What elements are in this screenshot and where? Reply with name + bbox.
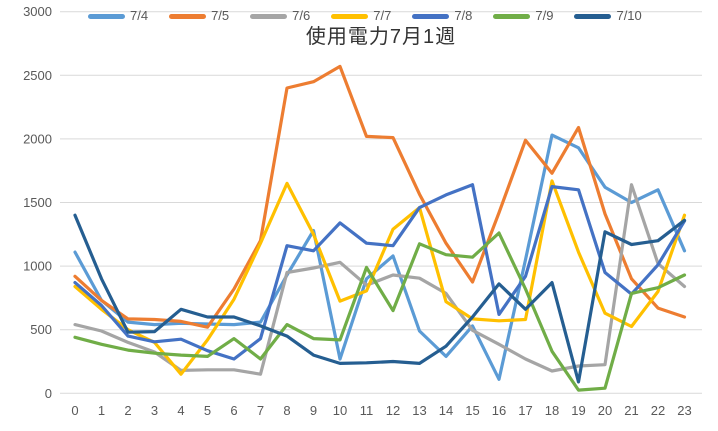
x-tick-label: 20	[598, 403, 612, 418]
series-line-7/8	[73, 183, 687, 361]
legend-swatch-icon	[331, 13, 369, 19]
x-tick-label: 16	[492, 403, 506, 418]
x-tick-label: 0	[71, 403, 78, 418]
x-tick-label: 18	[545, 403, 559, 418]
x-tick-label: 5	[204, 403, 211, 418]
y-axis-labels: 0 500 1000 1500 2000 2500 3000	[23, 4, 52, 401]
x-tick-label: 17	[518, 403, 532, 418]
y-tick-label: 1500	[23, 195, 52, 210]
chart-legend: 7/4 7/5 7/6 7/7 7/8 7/9 7/10	[88, 8, 663, 24]
legend-label: 7/5	[211, 8, 230, 23]
x-tick-label: 15	[465, 403, 479, 418]
x-tick-label: 6	[230, 403, 237, 418]
legend-label: 7/10	[616, 8, 642, 23]
x-tick-label: 4	[177, 403, 184, 418]
legend-label: 7/7	[373, 8, 392, 23]
legend-item-7/6: 7/6	[250, 8, 310, 24]
legend-label: 7/4	[130, 8, 149, 23]
legend-label: 7/8	[454, 8, 473, 23]
legend-item-7/9: 7/9	[493, 8, 553, 24]
x-tick-label: 13	[412, 403, 426, 418]
y-tick-label: 500	[30, 322, 52, 337]
x-tick-label: 10	[333, 403, 347, 418]
x-tick-label: 22	[651, 403, 665, 418]
x-tick-label: 19	[571, 403, 585, 418]
series-line-7/6	[73, 183, 687, 376]
y-tick-label: 2000	[23, 131, 52, 146]
x-tick-label: 3	[151, 403, 158, 418]
series-line-7/7	[73, 179, 687, 376]
legend-swatch-icon	[493, 13, 531, 19]
series-line-7/5	[73, 64, 687, 329]
series-line-7/10	[73, 213, 687, 384]
series-line-7/9	[73, 231, 687, 392]
x-tick-label: 8	[283, 403, 290, 418]
x-tick-label: 1	[98, 403, 105, 418]
x-tick-label: 7	[257, 403, 264, 418]
legend-swatch-icon	[574, 13, 612, 19]
legend-swatch-icon	[412, 13, 450, 19]
legend-label: 7/6	[292, 8, 311, 23]
x-axis-labels: 0 1 2 3 4 5 6 7 8 9 10 11 12 13 14 15 16 17 18 19 20 21 22 23	[71, 403, 691, 418]
legend-item-7/10: 7/10	[574, 8, 642, 24]
y-tick-label: 3000	[23, 4, 52, 19]
legend-item-7/8: 7/8	[412, 8, 472, 24]
x-tick-label: 11	[360, 403, 374, 418]
legend-item-7/5: 7/5	[169, 8, 229, 24]
legend-swatch-icon	[250, 13, 288, 19]
y-tick-label: 0	[45, 386, 52, 401]
x-tick-label: 21	[624, 403, 638, 418]
x-tick-label: 2	[124, 403, 131, 418]
chart-title: 使用電力7月1週	[305, 26, 457, 48]
legend-item-7/4: 7/4	[88, 8, 148, 24]
y-tick-label: 1000	[23, 259, 52, 274]
legend-swatch-icon	[88, 13, 125, 19]
x-tick-label: 14	[439, 403, 453, 418]
x-tick-label: 23	[677, 403, 691, 418]
gridlines	[60, 11, 702, 394]
legend-swatch-icon	[169, 13, 207, 19]
y-tick-label: 2500	[23, 68, 52, 83]
series-line-7/4	[73, 133, 687, 381]
x-tick-label: 12	[386, 403, 400, 418]
x-tick-label: 9	[310, 403, 317, 418]
legend-label: 7/9	[535, 8, 554, 23]
legend-item-7/7: 7/7	[331, 8, 391, 24]
